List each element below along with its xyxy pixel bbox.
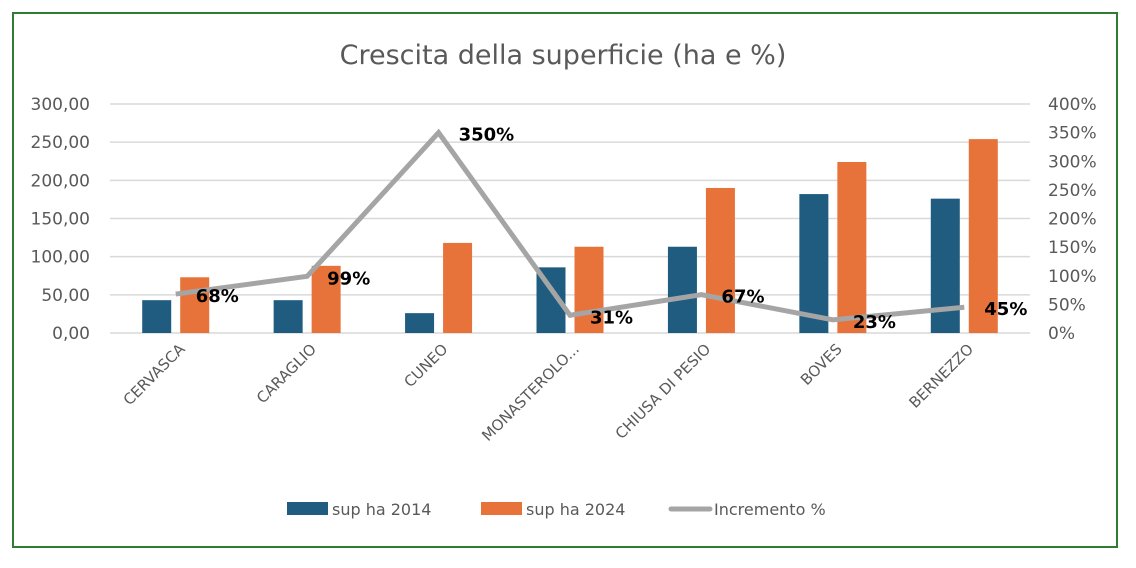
y-right-tick-label: 250% — [1048, 181, 1097, 201]
bar-2024 — [968, 139, 998, 333]
bar-2014 — [930, 198, 960, 333]
y-left-tick-label: 100,00 — [31, 248, 90, 268]
y-right-tick-label: 150% — [1048, 238, 1097, 258]
x-tick-label: BOVES — [797, 340, 846, 389]
x-tick-label: MONASTEROLO... — [478, 340, 583, 445]
data-label: 23% — [853, 312, 896, 333]
legend: sup ha 2014 sup ha 2024 Incremento % — [287, 500, 826, 519]
y-axis-right: 0% 50% 100% 150% 200% 250% 300% 350% 400% — [1048, 95, 1097, 344]
legend-label: sup ha 2024 — [526, 500, 625, 519]
legend-label: sup ha 2014 — [332, 500, 431, 519]
y-right-tick-label: 200% — [1048, 210, 1097, 230]
y-left-tick-label: 250,00 — [31, 133, 90, 153]
x-tick-label: CHIUSA DI PESIO — [612, 340, 715, 443]
bar-2024 — [574, 246, 604, 333]
y-right-tick-label: 300% — [1048, 152, 1097, 172]
data-label: 45% — [984, 299, 1027, 320]
data-labels: 68% 99% 350% 31% 67% 23% 45% — [196, 125, 1028, 333]
legend-swatch-0 — [287, 502, 328, 515]
y-left-tick-label: 50,00 — [41, 286, 90, 306]
line-series — [175, 128, 965, 323]
bar-2024 — [311, 265, 341, 333]
y-right-tick-label: 400% — [1048, 95, 1097, 115]
bar-2024 — [837, 162, 867, 333]
data-label: 350% — [459, 125, 515, 146]
y-right-tick-label: 350% — [1048, 124, 1097, 144]
bar-2014 — [273, 300, 303, 333]
data-label: 67% — [721, 287, 764, 308]
y-right-tick-label: 50% — [1048, 295, 1086, 315]
x-tick-label: CARAGLIO — [253, 340, 320, 407]
legend-swatch-1 — [481, 502, 522, 515]
data-label: 68% — [196, 286, 239, 307]
x-tick-label: BERNEZZO — [906, 340, 978, 412]
data-label: 31% — [590, 307, 633, 328]
bar-2014 — [799, 194, 829, 333]
y-right-tick-label: 100% — [1048, 267, 1097, 287]
data-label: 99% — [327, 268, 370, 289]
x-tick-label: CUNEO — [401, 340, 452, 391]
y-left-tick-label: 0,00 — [52, 324, 90, 344]
y-axis-left: 0,00 50,00 100,00 150,00 200,00 250,00 300,00 — [31, 95, 90, 344]
x-axis-labels: CERVASCA CARAGLIO CUNEO MONASTEROLO... CHIUS… — [120, 340, 977, 445]
x-tick-label: CERVASCA — [120, 340, 189, 409]
bar-2024 — [443, 242, 473, 333]
bars — [142, 139, 998, 333]
gridlines — [110, 103, 1030, 334]
bar-2014 — [405, 313, 435, 333]
bar-2014 — [667, 246, 697, 333]
bar-2024 — [705, 187, 735, 333]
legend-label: Incremento % — [714, 500, 826, 519]
y-left-tick-label: 200,00 — [31, 171, 90, 191]
bar-2014 — [142, 300, 172, 333]
bar-2024 — [180, 277, 210, 333]
y-left-tick-label: 150,00 — [31, 210, 90, 230]
chart-title: Crescita della superficie (ha e %) — [340, 40, 787, 71]
y-left-tick-label: 300,00 — [31, 95, 90, 115]
y-right-tick-label: 0% — [1048, 324, 1075, 344]
